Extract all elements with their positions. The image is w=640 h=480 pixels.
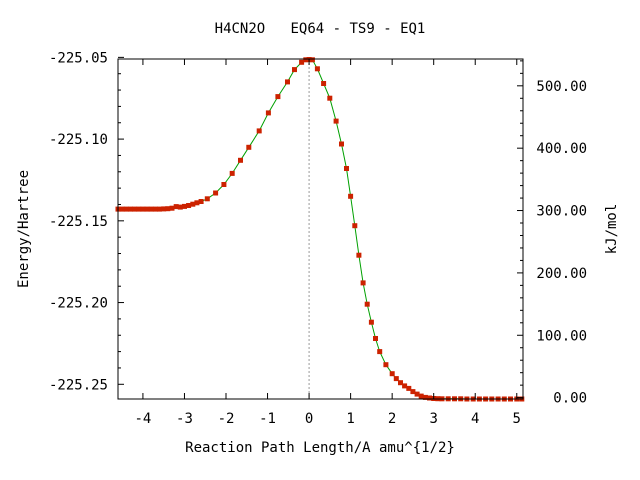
data-point — [177, 204, 183, 210]
data-point — [292, 67, 297, 73]
data-point — [321, 81, 327, 86]
data-point — [152, 206, 158, 212]
plot-frame — [117, 58, 524, 400]
data-point — [406, 385, 412, 391]
data-point — [221, 182, 227, 187]
data-point — [344, 166, 349, 171]
data-point — [204, 196, 210, 202]
y-tick-label: -225.15 — [49, 214, 108, 230]
data-point — [364, 301, 370, 307]
data-point — [275, 94, 281, 100]
data-point — [285, 79, 290, 85]
data-point — [213, 190, 219, 196]
data-point — [348, 193, 354, 199]
data-point — [246, 144, 252, 150]
data-point — [356, 252, 362, 258]
x-tick-label: 2 — [388, 411, 396, 427]
y2-tick-label: 0.00 — [553, 391, 587, 407]
y2-tick-label: 200.00 — [536, 266, 587, 282]
data-point — [333, 118, 339, 124]
data-point — [383, 362, 389, 368]
data-point — [190, 201, 196, 207]
data-point — [410, 389, 416, 395]
x-axis-label: Reaction Path Length/A amu^{1/2} — [185, 440, 455, 456]
y2-tick-label: 500.00 — [536, 79, 587, 95]
data-point — [360, 280, 366, 286]
data-point — [140, 206, 146, 212]
data-point — [352, 223, 358, 229]
x-tick-label: 1 — [346, 411, 354, 427]
data-point — [327, 95, 333, 101]
y2-axis-ticks: 0.00 100.00 200.00 300.00 400.00 500.00 — [517, 60, 587, 407]
data-point — [314, 66, 320, 72]
data-point — [256, 128, 262, 134]
x-tick-label: 4 — [471, 411, 479, 427]
data-point — [132, 206, 138, 212]
y-tick-label: -225.05 — [49, 50, 108, 66]
data-point — [169, 205, 175, 211]
x-tick-label: -4 — [134, 411, 151, 427]
y-tick-label: -225.10 — [49, 132, 108, 148]
x-axis-ticks: -4 -3 -2 -1 0 1 2 3 4 5 — [134, 59, 521, 427]
x-tick-label: -3 — [176, 411, 193, 427]
data-point — [144, 206, 150, 212]
data-point — [303, 57, 309, 63]
data-point — [414, 391, 420, 397]
data-point — [389, 371, 395, 377]
data-point — [402, 383, 408, 389]
data-point — [194, 200, 200, 206]
data-point — [265, 110, 271, 116]
data-point — [368, 319, 374, 325]
data-point — [299, 59, 305, 65]
y-tick-label: -225.20 — [49, 296, 108, 312]
data-point — [398, 380, 403, 386]
data-point — [309, 57, 315, 63]
data-point — [238, 157, 243, 163]
y2-tick-label: 100.00 — [536, 328, 587, 344]
y2-axis-label: kJ/mol — [604, 204, 620, 255]
data-point — [136, 206, 142, 212]
y-axis-label: Energy/Hartree — [16, 170, 32, 288]
data-point — [173, 204, 179, 210]
data-point — [182, 203, 187, 209]
data-point — [161, 206, 167, 212]
data-point — [128, 206, 133, 212]
data-point — [393, 376, 399, 382]
y2-tick-label: 300.00 — [536, 204, 587, 220]
y-axis-ticks: -225.05 -225.10 -225.15 -225.20 -225.25 — [49, 50, 124, 393]
data-point — [186, 203, 192, 208]
data-point — [418, 393, 424, 399]
data-point — [148, 206, 154, 212]
data-point — [229, 170, 235, 176]
data-point — [119, 206, 125, 212]
y2-tick-label: 400.00 — [536, 141, 587, 157]
x-tick-label: 3 — [429, 411, 437, 427]
series-line — [118, 58, 522, 400]
data-point — [339, 141, 344, 147]
data-point — [373, 336, 378, 341]
data-point — [157, 206, 162, 212]
plot-marks — [115, 57, 525, 402]
x-tick-label: 0 — [305, 411, 313, 427]
y-tick-label: -225.25 — [49, 377, 108, 393]
x-tick-label: 5 — [513, 411, 521, 427]
data-point — [123, 206, 129, 212]
x-tick-label: -1 — [259, 411, 276, 427]
data-point — [198, 199, 204, 204]
data-point — [165, 206, 171, 212]
data-point — [377, 349, 383, 355]
data-point — [427, 395, 432, 401]
chart-title: H4CN2O EQ64 - TS9 - EQ1 — [215, 21, 426, 37]
x-tick-label: -2 — [218, 411, 235, 427]
data-point — [422, 394, 428, 400]
